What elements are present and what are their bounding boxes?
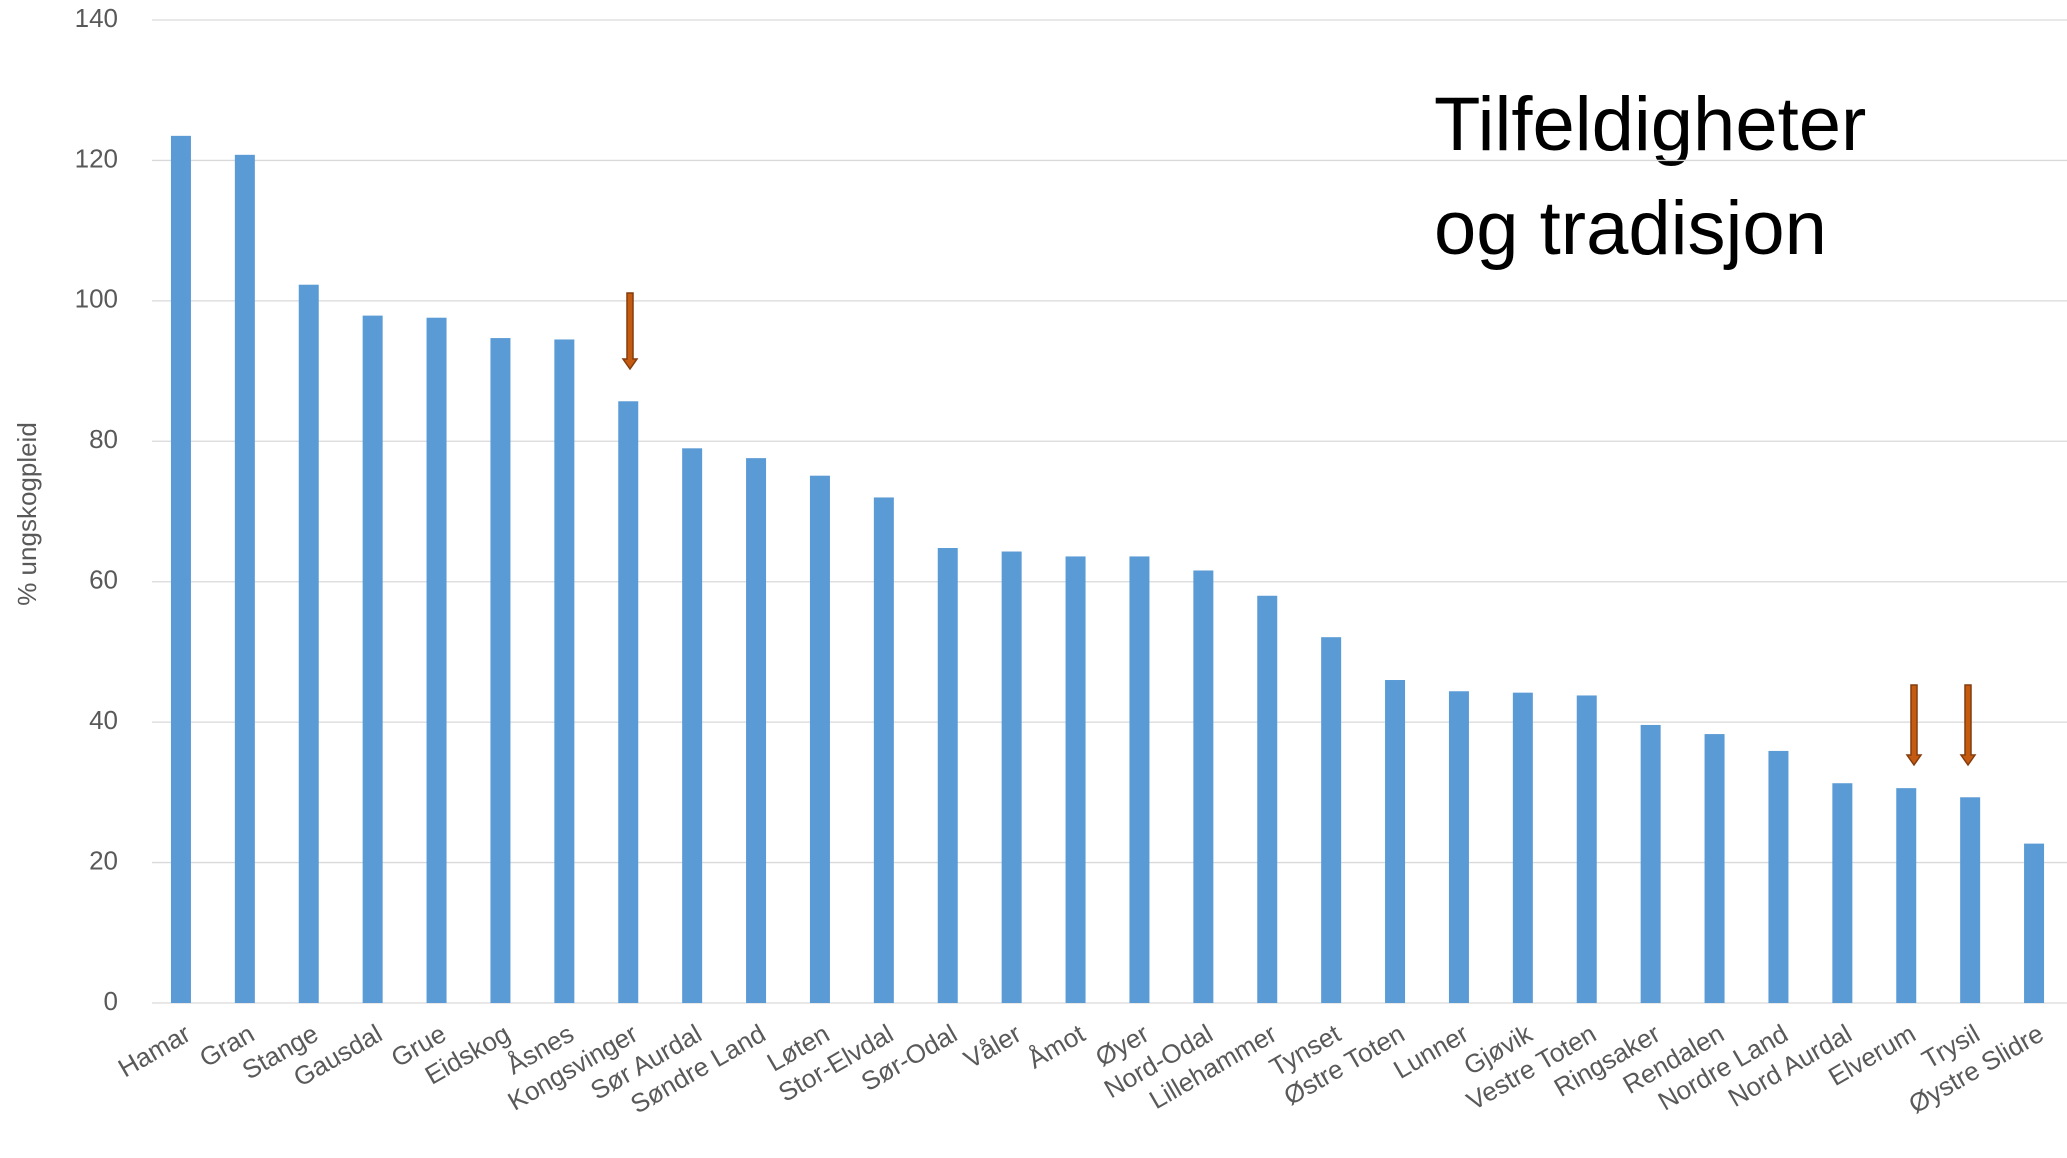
x-tick-label: Åmot — [1022, 1018, 1090, 1075]
y-tick-label: 0 — [104, 986, 118, 1016]
bar — [298, 284, 319, 1003]
arrow — [1959, 684, 1977, 767]
bar — [1768, 750, 1789, 1003]
bar — [937, 548, 958, 1003]
bar — [1448, 691, 1469, 1003]
bar — [362, 315, 383, 1003]
bar — [1704, 734, 1725, 1003]
bar — [1385, 680, 1406, 1003]
y-tick-label: 20 — [89, 845, 118, 875]
y-tick-label: 80 — [89, 424, 118, 454]
x-tick-label: Våler — [959, 1018, 1027, 1074]
annotation: og tradisjon — [1434, 186, 1827, 271]
bar — [1512, 692, 1533, 1003]
bar — [618, 401, 639, 1004]
bar — [1896, 788, 1917, 1003]
x-tick-label: Lunner — [1388, 1018, 1473, 1085]
y-tick-label: 60 — [89, 565, 118, 595]
bar — [426, 317, 447, 1003]
arrows — [621, 292, 1977, 767]
bar — [1960, 797, 1981, 1003]
bar — [1576, 695, 1597, 1003]
bar — [1001, 551, 1022, 1003]
y-tick-label: 140 — [75, 3, 118, 33]
bar — [554, 339, 575, 1004]
annotation: Tilfeldigheter — [1434, 82, 1866, 167]
bar — [1129, 556, 1150, 1003]
bar — [234, 154, 255, 1004]
bar — [1832, 783, 1853, 1003]
y-tick-label: 40 — [89, 705, 118, 735]
bar — [1640, 724, 1661, 1003]
bar — [746, 458, 767, 1003]
bar — [873, 497, 894, 1003]
bar — [809, 475, 830, 1004]
x-tick-label: Hamar — [113, 1018, 196, 1083]
y-tick-label: 120 — [75, 143, 118, 173]
bar — [1321, 637, 1342, 1003]
bar — [1257, 595, 1278, 1003]
arrow — [621, 292, 639, 371]
bar — [2024, 843, 2045, 1003]
bar — [1065, 556, 1086, 1003]
bar — [1193, 570, 1214, 1003]
bar — [682, 448, 703, 1003]
y-axis-label: % ungskogpleid — [12, 422, 42, 606]
bar — [490, 338, 511, 1004]
arrow — [1905, 684, 1923, 767]
y-tick-label: 100 — [75, 284, 118, 314]
bar — [170, 135, 191, 1003]
